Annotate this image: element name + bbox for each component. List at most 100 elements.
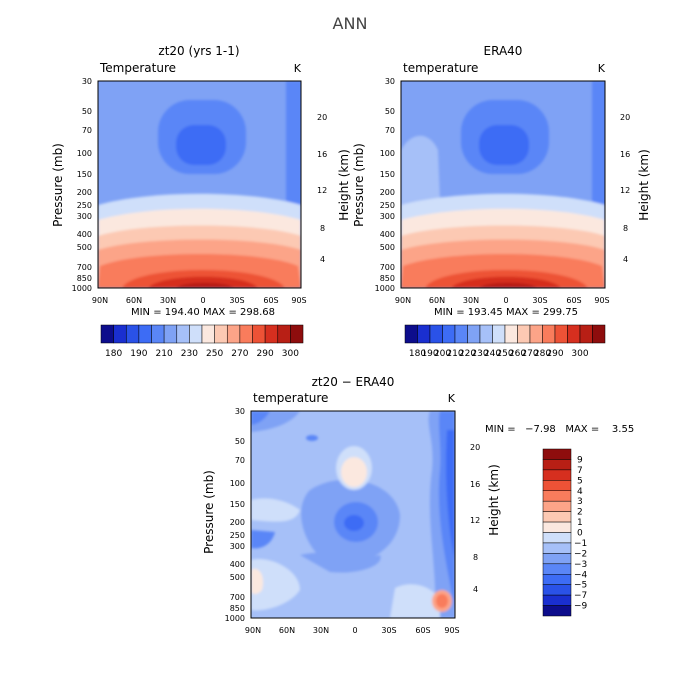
- colorbar-swatch: [417, 324, 431, 344]
- y-tick-label: 30: [82, 77, 92, 86]
- colorbar-label: 270: [231, 349, 248, 359]
- colorbar-label: 180: [409, 349, 426, 359]
- colorbar-label: −2: [574, 549, 587, 559]
- colorbar-swatch: [479, 324, 493, 344]
- panel-era40-minmax: MIN = 193.45 MAX = 299.75: [434, 307, 578, 318]
- colorbar-swatch: [504, 324, 518, 344]
- y-right-tick-label: 20: [470, 443, 480, 452]
- panel-difference-subtitle: temperature: [253, 391, 328, 405]
- panel-difference-colorbar: 9 7 5 4 3 2 1 0 −1 −2 −3 −4 −5 −7 −9: [542, 448, 588, 617]
- colorbar-swatch: [467, 324, 481, 344]
- colorbar-label: 300: [571, 349, 588, 359]
- colorbar-swatch: [100, 324, 114, 344]
- colorbar-swatch: [567, 324, 581, 344]
- x-tick-label: 90S: [594, 296, 609, 305]
- x-tick-label: 60S: [263, 296, 278, 305]
- panel-era40-height-axis: 20 16 12 8 4: [620, 113, 630, 264]
- colorbar-label: 300: [282, 349, 299, 359]
- colorbar-label: 230: [181, 349, 198, 359]
- colorbar-label: 230: [471, 349, 488, 359]
- colorbar-swatch: [517, 324, 531, 344]
- colorbar-swatch: [542, 448, 572, 460]
- colorbar-swatch: [277, 324, 291, 344]
- panel-era40-pressure-axis: 30 50 70 100 150 200 250 300 400 500 700…: [375, 77, 395, 293]
- y-tick-label: 250: [77, 201, 92, 210]
- y-tick-label: 700: [380, 263, 395, 272]
- colorbar-swatch: [542, 532, 572, 544]
- colorbar-swatch: [252, 324, 266, 344]
- y-right-tick-label: 20: [620, 113, 630, 122]
- colorbar-swatch: [592, 324, 606, 344]
- colorbar-label: 250: [206, 349, 223, 359]
- colorbar-swatch: [151, 324, 165, 344]
- x-tick-label: 60S: [415, 626, 430, 635]
- y-tick-label: 200: [77, 188, 92, 197]
- y-tick-label: 400: [380, 230, 395, 239]
- panel-model-height-axis: 20 16 12 8 4: [317, 113, 327, 264]
- colorbar-label: 210: [156, 349, 173, 359]
- y-tick-label: 50: [235, 437, 245, 446]
- panel-difference-plot-frame: [250, 410, 456, 619]
- panel-difference-pressure-axis: 30 50 70 100 150 200 250 300 400 500 700…: [225, 407, 245, 623]
- colorbar-swatch: [454, 324, 468, 344]
- colorbar-label: 200: [434, 349, 451, 359]
- colorbar-swatch: [542, 324, 556, 344]
- colorbar-swatch: [290, 324, 304, 344]
- y-tick-label: 300: [77, 212, 92, 221]
- y-tick-label: 150: [380, 170, 395, 179]
- colorbar-swatch: [542, 574, 572, 585]
- colorbar-swatch: [542, 605, 572, 617]
- panel-difference-field: [251, 411, 455, 618]
- y-tick-label: 1000: [375, 284, 395, 293]
- y-right-tick-label: 12: [620, 186, 630, 195]
- colorbar-label: 250: [496, 349, 513, 359]
- panel-model-colorbar: 180 190 210 230 250 270 290 300: [100, 324, 304, 359]
- y-right-tick-label: 16: [620, 150, 630, 159]
- panel-model-title: zt20 (yrs 1-1): [158, 44, 239, 58]
- y-tick-label: 200: [380, 188, 395, 197]
- x-tick-label: 60N: [279, 626, 295, 635]
- colorbar-label: −7: [574, 591, 587, 601]
- colorbar-label: 190: [421, 349, 438, 359]
- colorbar-swatch: [113, 324, 127, 344]
- colorbar-swatch: [404, 324, 418, 344]
- panel-model-units: K: [294, 62, 302, 75]
- y-tick-label: 500: [230, 573, 245, 582]
- x-tick-label: 90S: [444, 626, 459, 635]
- y-tick-label: 700: [77, 263, 92, 272]
- panel-model-ylabel-right: Height (km): [337, 149, 351, 220]
- x-tick-label: 30S: [229, 296, 244, 305]
- x-tick-label: 30N: [160, 296, 176, 305]
- colorbar-swatch: [542, 594, 572, 606]
- panel-era40-units: K: [598, 62, 606, 75]
- colorbar-swatch: [542, 469, 572, 481]
- colorbar-label: 7: [577, 466, 583, 476]
- colorbar-swatch: [542, 500, 572, 512]
- colorbar-swatch: [542, 459, 572, 471]
- colorbar-label: 210: [446, 349, 463, 359]
- y-right-tick-label: 8: [473, 553, 478, 562]
- panel-difference: zt20 − ERA40 temperature K: [202, 375, 634, 635]
- y-tick-label: 100: [380, 149, 395, 158]
- y-right-tick-label: 4: [320, 255, 325, 264]
- y-tick-label: 1000: [72, 284, 92, 293]
- y-right-tick-label: 16: [317, 150, 327, 159]
- colorbar-label: 280: [534, 349, 551, 359]
- x-tick-label: 30N: [313, 626, 329, 635]
- y-right-tick-label: 16: [470, 480, 480, 489]
- x-tick-label: 30N: [463, 296, 479, 305]
- colorbar-swatch: [227, 324, 241, 344]
- panel-era40-ylabel-right: Height (km): [637, 149, 651, 220]
- y-tick-label: 400: [77, 230, 92, 239]
- colorbar-swatch: [429, 324, 443, 344]
- y-tick-label: 30: [235, 407, 245, 416]
- panel-difference-minmax: MIN = −7.98 MAX = 3.55: [485, 424, 634, 435]
- colorbar-label: 3: [577, 497, 583, 507]
- colorbar-swatch: [542, 480, 572, 491]
- colorbar-swatch: [176, 324, 190, 344]
- colorbar-swatch: [542, 563, 572, 575]
- colorbar-label: 220: [459, 349, 476, 359]
- colorbar-label: −3: [574, 560, 587, 570]
- colorbar-label: −1: [574, 539, 587, 549]
